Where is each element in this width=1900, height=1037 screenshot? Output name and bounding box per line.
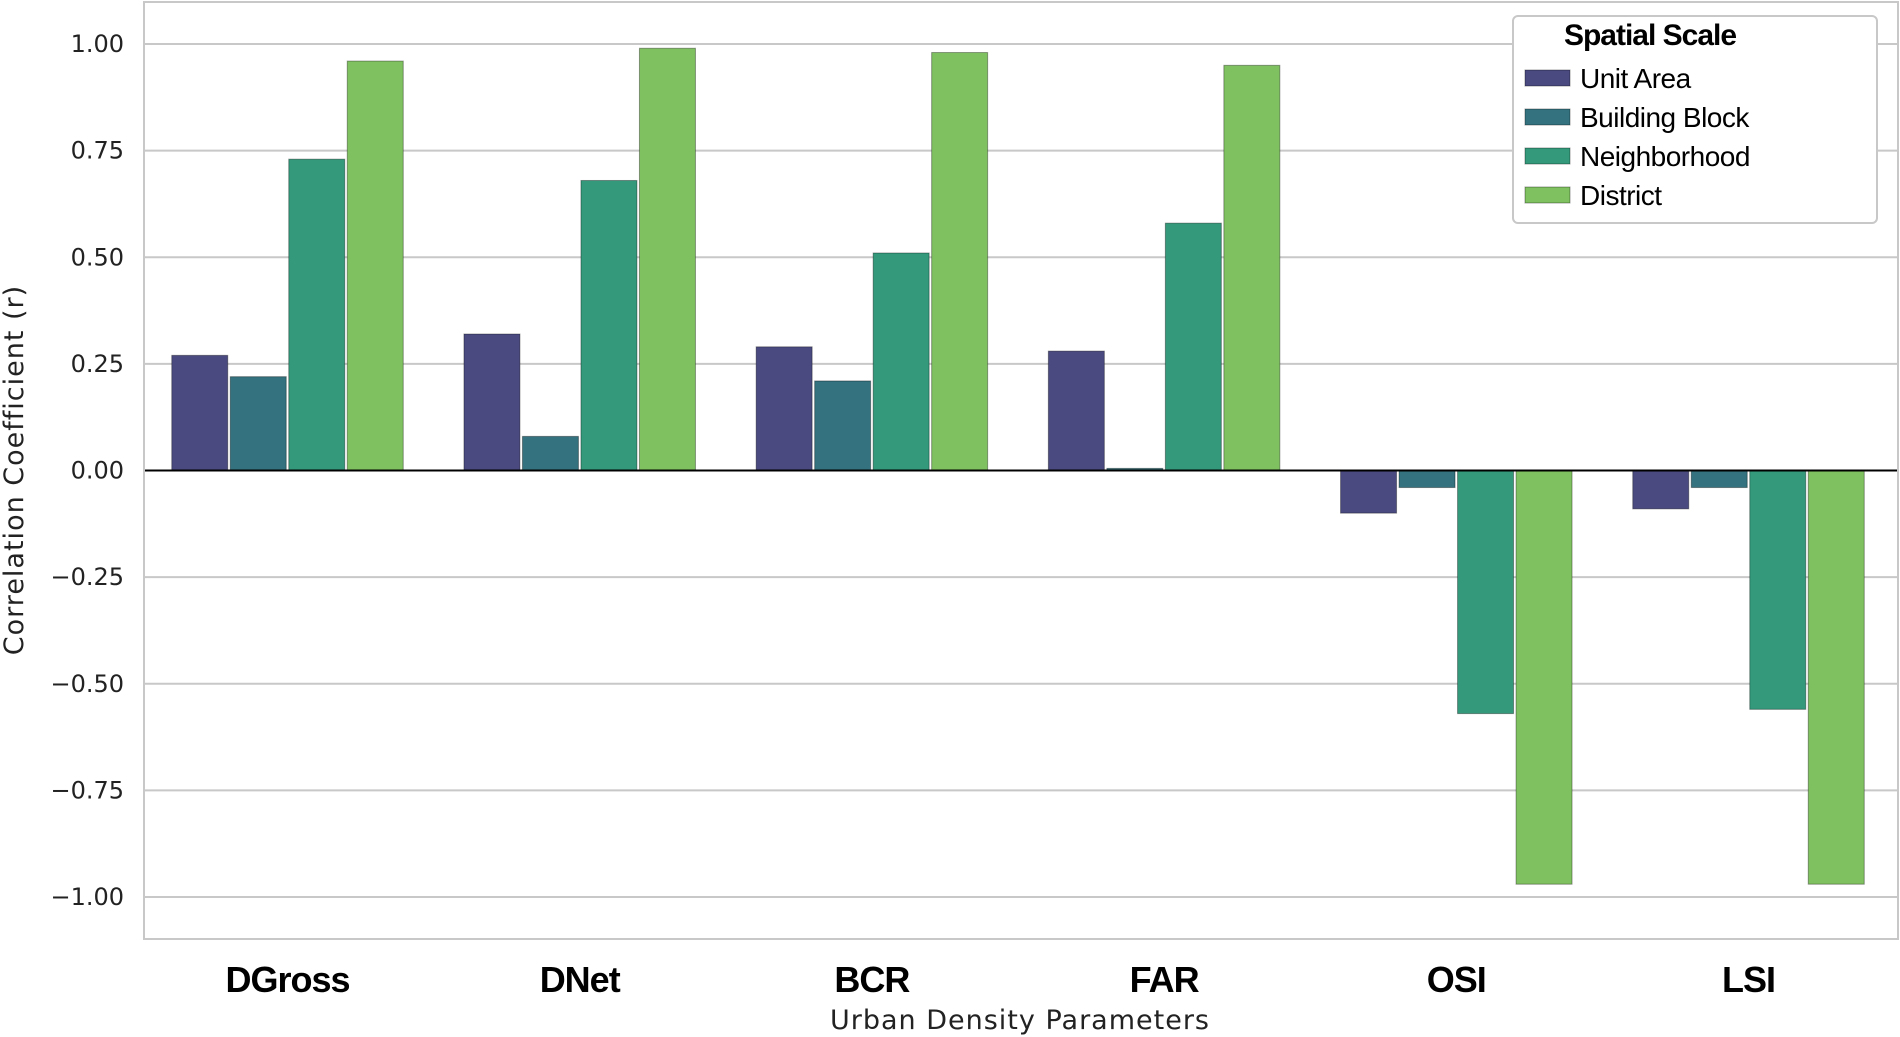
y-tick-label: 0.50 bbox=[71, 243, 124, 271]
y-tick-label: −0.25 bbox=[50, 563, 124, 591]
legend-items: Unit Area Building Block Neighborhood Distr… bbox=[1524, 63, 1751, 211]
legend-swatch bbox=[1524, 147, 1571, 165]
bar-bcr-neighborhood bbox=[872, 252, 930, 471]
y-tick-label: 0.75 bbox=[71, 137, 124, 165]
bar-lsi-district bbox=[1807, 470, 1865, 885]
y-tick-label: −0.75 bbox=[50, 776, 124, 804]
x-tick-label: LSI bbox=[1722, 959, 1775, 1000]
bar-dnet-neighborhood bbox=[580, 179, 638, 471]
legend-swatch bbox=[1524, 186, 1571, 204]
x-tick-label: DNet bbox=[540, 959, 621, 1000]
legend-label: District bbox=[1580, 180, 1662, 211]
bar-dgross-district bbox=[346, 60, 404, 472]
bar-lsi-unit-area bbox=[1632, 470, 1690, 510]
bar-dgross-unit-area bbox=[171, 354, 229, 471]
y-tick-labels: 1.00 0.75 0.50 0.25 0.00 −0.25 −0.50 −0.75 −1.00 bbox=[50, 30, 124, 911]
legend-swatch bbox=[1524, 108, 1571, 126]
legend-label: Unit Area bbox=[1580, 63, 1692, 94]
bar-lsi-neighborhood bbox=[1749, 470, 1807, 710]
x-axis-title: Urban Density Parameters bbox=[830, 1005, 1210, 1036]
bar-bcr-district bbox=[931, 52, 989, 471]
bar-far-neighborhood bbox=[1164, 222, 1222, 471]
legend-label: Neighborhood bbox=[1580, 141, 1750, 172]
legend-title: Spatial Scale bbox=[1564, 19, 1736, 52]
bar-far-unit-area bbox=[1047, 350, 1105, 471]
y-tick-label: −1.00 bbox=[50, 883, 124, 911]
y-tick-label: 1.00 bbox=[71, 30, 124, 58]
bar-dnet-building-block bbox=[521, 435, 579, 472]
legend-swatch bbox=[1524, 69, 1571, 87]
legend-label: Building Block bbox=[1580, 102, 1750, 133]
y-tick-label: −0.50 bbox=[50, 670, 124, 698]
x-tick-label: FAR bbox=[1130, 959, 1200, 1000]
bar-osi-neighborhood bbox=[1457, 470, 1515, 715]
y-tick-label: 0.00 bbox=[71, 457, 124, 485]
x-tick-label: OSI bbox=[1427, 959, 1486, 1000]
bar-far-district bbox=[1223, 64, 1281, 471]
legend: Spatial Scale Unit Area Building Block Nei… bbox=[1512, 15, 1878, 224]
x-tick-label: BCR bbox=[834, 959, 910, 1000]
y-axis-title: Correlation Coefficient (r) bbox=[0, 285, 30, 655]
bar-bcr-unit-area bbox=[755, 346, 813, 471]
grid-lines bbox=[144, 43, 1898, 898]
bar-dnet-district bbox=[638, 47, 696, 471]
x-tick-label: DGross bbox=[225, 959, 349, 1000]
bar-bcr-building-block bbox=[814, 380, 872, 471]
bar-lsi-building-block bbox=[1690, 470, 1748, 489]
y-tick-label: 0.25 bbox=[71, 350, 124, 378]
bar-osi-district bbox=[1515, 470, 1573, 885]
bar-dgross-building-block bbox=[229, 376, 287, 472]
bar-dnet-unit-area bbox=[463, 333, 521, 471]
bars bbox=[171, 47, 1865, 885]
bar-osi-unit-area bbox=[1340, 470, 1398, 514]
bar-dgross-neighborhood bbox=[288, 158, 346, 471]
plot-frame bbox=[143, 1, 1899, 940]
x-tick-labels: DGross DNet BCR FAR OSI LSI bbox=[225, 959, 1776, 1000]
bar-osi-building-block bbox=[1398, 470, 1456, 489]
legend-box bbox=[1512, 15, 1878, 224]
